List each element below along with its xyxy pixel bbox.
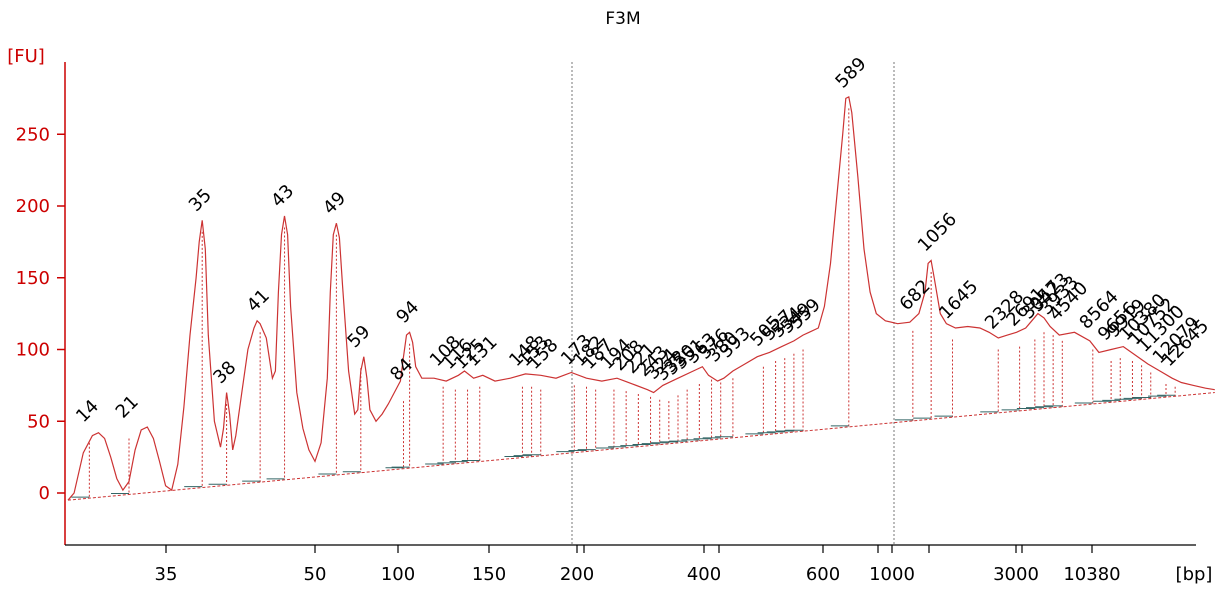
- peak-label: 589: [831, 53, 870, 92]
- y-tick-label: 0: [39, 483, 50, 504]
- peak-label: 35: [185, 185, 216, 216]
- x-tick-label: 400: [687, 564, 721, 585]
- peak-label: 43: [267, 181, 298, 212]
- x-tick-label: 35: [155, 564, 178, 585]
- peak-label: 49: [319, 188, 350, 219]
- y-ticks: 0 50 100 150 200 250: [16, 124, 65, 504]
- y-tick-label: 50: [27, 411, 50, 432]
- peak-label: 38: [209, 357, 240, 388]
- y-axis-unit: [FU]: [7, 46, 45, 67]
- x-tick-label: 50: [304, 564, 327, 585]
- peak-label: 682: [896, 276, 935, 315]
- chart-title: F3M: [605, 9, 640, 29]
- x-axis-unit: [bp]: [1176, 564, 1213, 585]
- x-ticks: 35 50 100 150 200 400 600 1000 3000 10380: [155, 545, 1121, 585]
- x-tick-label: 100: [381, 564, 415, 585]
- peak-label: 84: [386, 354, 417, 385]
- x-tick-label: 600: [806, 564, 840, 585]
- signal-trace: [67, 96, 1215, 501]
- peak-label: 59: [343, 321, 374, 352]
- peak-label: 1056: [914, 209, 961, 256]
- peak-label: 14: [72, 396, 103, 427]
- peak-droplines: [67, 108, 1215, 501]
- peak-label: 41: [243, 285, 274, 316]
- peak-label: 94: [392, 297, 423, 328]
- x-tick-label: 1000: [869, 564, 915, 585]
- y-tick-label: 250: [16, 124, 50, 145]
- x-tick-label: 10380: [1063, 564, 1120, 585]
- peak-label: 21: [112, 391, 143, 422]
- peak-label: 1645: [935, 276, 982, 323]
- peak-baselines: [71, 394, 1176, 498]
- baseline-ramp: [67, 392, 1215, 501]
- x-tick-label: 200: [560, 564, 594, 585]
- y-tick-label: 100: [16, 340, 50, 361]
- x-tick-label: 150: [472, 564, 506, 585]
- y-tick-label: 150: [16, 268, 50, 289]
- x-tick-label: 3000: [993, 564, 1039, 585]
- y-tick-label: 200: [16, 196, 50, 217]
